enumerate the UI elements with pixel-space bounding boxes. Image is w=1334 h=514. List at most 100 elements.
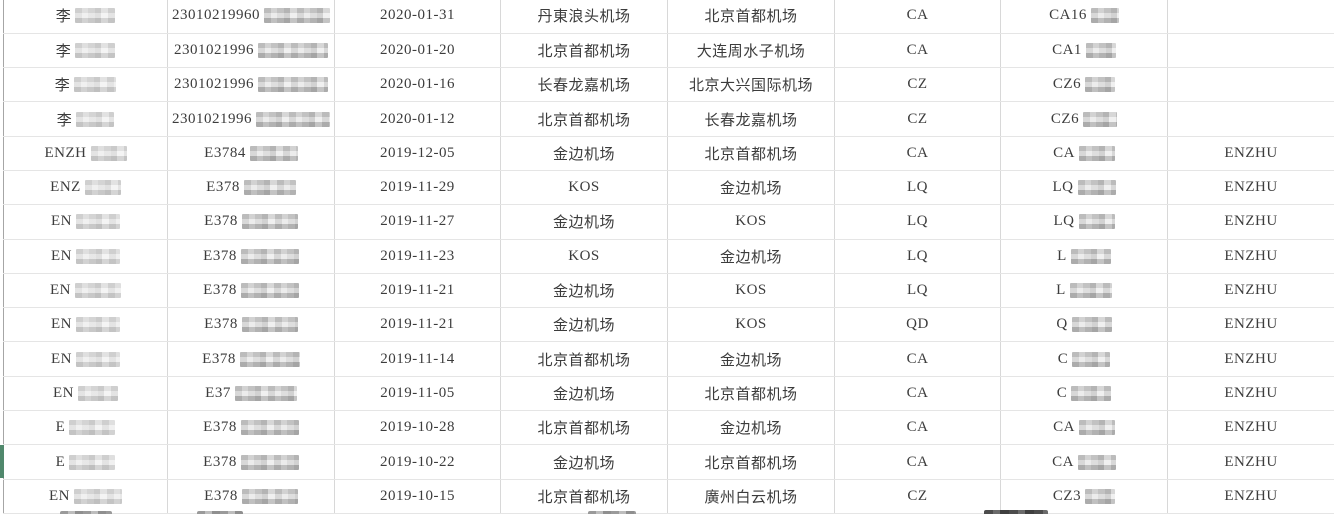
cell-arrival-airport[interactable]: KOS bbox=[667, 204, 835, 240]
cell-passenger-name[interactable]: EN bbox=[3, 341, 168, 377]
cell-arrival-airport[interactable]: 长春龙嘉机场 bbox=[667, 101, 835, 137]
cell-passenger-pinyin[interactable]: ENZHU bbox=[1167, 444, 1334, 480]
cell-departure-airport[interactable]: 金边机场 bbox=[500, 204, 668, 240]
cell-departure-airport[interactable]: KOS bbox=[500, 170, 668, 206]
cell-airline-code[interactable]: LQ bbox=[834, 239, 1001, 274]
cell-passenger-pinyin[interactable]: ENZHU bbox=[1167, 239, 1334, 274]
cell-flight-number[interactable]: L bbox=[1000, 239, 1168, 274]
cell-passenger-pinyin[interactable] bbox=[1167, 33, 1334, 69]
cell-passenger-name[interactable]: 李 bbox=[3, 33, 168, 69]
cell-flight-date[interactable]: 2020-01-16 bbox=[334, 67, 501, 103]
cell-id-number[interactable]: E378 bbox=[167, 410, 335, 446]
cell-airline-code[interactable]: CA bbox=[834, 444, 1001, 480]
cell-id-number[interactable]: E378 bbox=[167, 170, 335, 206]
cell-flight-number[interactable]: CZ6 bbox=[1000, 67, 1168, 103]
cell-flight-date[interactable]: 2019-10-15 bbox=[334, 479, 501, 514]
cell-flight-number[interactable]: CA1 bbox=[1000, 33, 1168, 69]
cell-airline-code[interactable]: LQ bbox=[834, 170, 1001, 206]
cell-airline-code[interactable]: CZ bbox=[834, 479, 1001, 514]
cell-id-number[interactable]: 2301021996 bbox=[167, 33, 335, 69]
cell-passenger-name[interactable]: EN bbox=[3, 273, 168, 309]
cell-departure-airport[interactable]: 丹東浪头机场 bbox=[500, 0, 668, 34]
cell-departure-airport[interactable]: 北京首都机场 bbox=[500, 341, 668, 377]
cell-arrival-airport[interactable]: 大连周水子机场 bbox=[667, 33, 835, 69]
cell-departure-airport[interactable]: KOS bbox=[500, 239, 668, 274]
cell-passenger-pinyin[interactable]: ENZHU bbox=[1167, 307, 1334, 343]
cell-passenger-pinyin[interactable] bbox=[1167, 101, 1334, 137]
cell-passenger-pinyin[interactable] bbox=[1167, 0, 1334, 34]
cell-flight-number[interactable]: LQ bbox=[1000, 170, 1168, 206]
cell-arrival-airport[interactable]: KOS bbox=[667, 307, 835, 343]
cell-departure-airport[interactable]: 金边机场 bbox=[500, 376, 668, 412]
cell-flight-date[interactable]: 2020-01-20 bbox=[334, 33, 501, 69]
cell-flight-number[interactable]: C bbox=[1000, 376, 1168, 412]
cell-arrival-airport[interactable]: 金边机场 bbox=[667, 341, 835, 377]
cell-flight-date[interactable]: 2019-11-05 bbox=[334, 376, 501, 412]
cell-airline-code[interactable]: QD bbox=[834, 307, 1001, 343]
cell-flight-number[interactable]: L bbox=[1000, 273, 1168, 309]
cell-flight-date[interactable]: 2020-01-31 bbox=[334, 0, 501, 34]
cell-flight-date[interactable]: 2019-12-05 bbox=[334, 136, 501, 171]
cell-flight-number[interactable]: C bbox=[1000, 341, 1168, 377]
cell-departure-airport[interactable]: 金边机场 bbox=[500, 307, 668, 343]
cell-departure-airport[interactable]: 长春龙嘉机场 bbox=[500, 67, 668, 103]
cell-airline-code[interactable]: CZ bbox=[834, 101, 1001, 137]
cell-id-number[interactable]: 2301021996 bbox=[167, 101, 335, 137]
cell-flight-number[interactable]: CA bbox=[1000, 136, 1168, 171]
cell-passenger-pinyin[interactable]: ENZHU bbox=[1167, 204, 1334, 240]
cell-passenger-name[interactable]: EN bbox=[3, 376, 168, 412]
cell-departure-airport[interactable]: 北京首都机场 bbox=[500, 101, 668, 137]
cell-airline-code[interactable]: CA bbox=[834, 376, 1001, 412]
cell-passenger-pinyin[interactable]: ENZHU bbox=[1167, 479, 1334, 514]
cell-passenger-name[interactable]: 李 bbox=[3, 101, 168, 137]
cell-id-number[interactable]: E37 bbox=[167, 376, 335, 412]
cell-id-number[interactable]: E378 bbox=[167, 341, 335, 377]
cell-flight-date[interactable]: 2019-10-28 bbox=[334, 410, 501, 446]
cell-flight-date[interactable]: 2019-11-14 bbox=[334, 341, 501, 377]
cell-arrival-airport[interactable]: 北京大兴国际机场 bbox=[667, 67, 835, 103]
cell-departure-airport[interactable]: 北京首都机场 bbox=[500, 33, 668, 69]
cell-passenger-name[interactable]: 李 bbox=[3, 67, 168, 103]
cell-arrival-airport[interactable]: 廣州白云机场 bbox=[667, 479, 835, 514]
cell-flight-date[interactable]: 2019-10-22 bbox=[334, 444, 501, 480]
cell-airline-code[interactable]: CA bbox=[834, 0, 1001, 34]
cell-id-number[interactable]: E378 bbox=[167, 479, 335, 514]
cell-passenger-pinyin[interactable]: ENZHU bbox=[1167, 170, 1334, 206]
cell-departure-airport[interactable]: 北京首都机场 bbox=[500, 410, 668, 446]
cell-departure-airport[interactable]: 金边机场 bbox=[500, 444, 668, 480]
cell-passenger-pinyin[interactable]: ENZHU bbox=[1167, 341, 1334, 377]
cell-id-number[interactable]: E378 bbox=[167, 204, 335, 240]
cell-flight-date[interactable]: 2019-11-21 bbox=[334, 307, 501, 343]
cell-departure-airport[interactable]: 北京首都机场 bbox=[500, 479, 668, 514]
cell-id-number[interactable]: E378 bbox=[167, 444, 335, 480]
cell-flight-date[interactable]: 2020-01-12 bbox=[334, 101, 501, 137]
cell-id-number[interactable]: E378 bbox=[167, 239, 335, 274]
cell-arrival-airport[interactable]: 金边机场 bbox=[667, 239, 835, 274]
cell-flight-number[interactable]: CA bbox=[1000, 444, 1168, 480]
cell-passenger-name[interactable]: E bbox=[3, 444, 168, 480]
cell-arrival-airport[interactable]: 北京首都机场 bbox=[667, 136, 835, 171]
cell-flight-number[interactable]: Q bbox=[1000, 307, 1168, 343]
cell-passenger-pinyin[interactable] bbox=[1167, 67, 1334, 103]
cell-flight-number[interactable]: CZ3 bbox=[1000, 479, 1168, 514]
cell-id-number[interactable]: 23010219960 bbox=[167, 0, 335, 34]
cell-flight-date[interactable]: 2019-11-23 bbox=[334, 239, 501, 274]
cell-passenger-name[interactable]: EN bbox=[3, 239, 168, 274]
cell-arrival-airport[interactable]: 北京首都机场 bbox=[667, 376, 835, 412]
cell-passenger-pinyin[interactable]: ENZHU bbox=[1167, 273, 1334, 309]
cell-passenger-pinyin[interactable]: ENZHU bbox=[1167, 376, 1334, 412]
cell-departure-airport[interactable]: 金边机场 bbox=[500, 273, 668, 309]
cell-passenger-name[interactable]: EN bbox=[3, 307, 168, 343]
cell-flight-date[interactable]: 2019-11-29 bbox=[334, 170, 501, 206]
cell-passenger-name[interactable]: EN bbox=[3, 479, 168, 514]
cell-arrival-airport[interactable]: 北京首都机场 bbox=[667, 0, 835, 34]
cell-id-number[interactable]: E378 bbox=[167, 273, 335, 309]
cell-id-number[interactable]: E378 bbox=[167, 307, 335, 343]
cell-airline-code[interactable]: CA bbox=[834, 33, 1001, 69]
cell-flight-date[interactable]: 2019-11-27 bbox=[334, 204, 501, 240]
cell-flight-number[interactable]: CA bbox=[1000, 410, 1168, 446]
cell-passenger-pinyin[interactable]: ENZHU bbox=[1167, 136, 1334, 171]
cell-departure-airport[interactable]: 金边机场 bbox=[500, 136, 668, 171]
cell-arrival-airport[interactable]: 金边机场 bbox=[667, 410, 835, 446]
cell-flight-number[interactable]: CA16 bbox=[1000, 0, 1168, 34]
